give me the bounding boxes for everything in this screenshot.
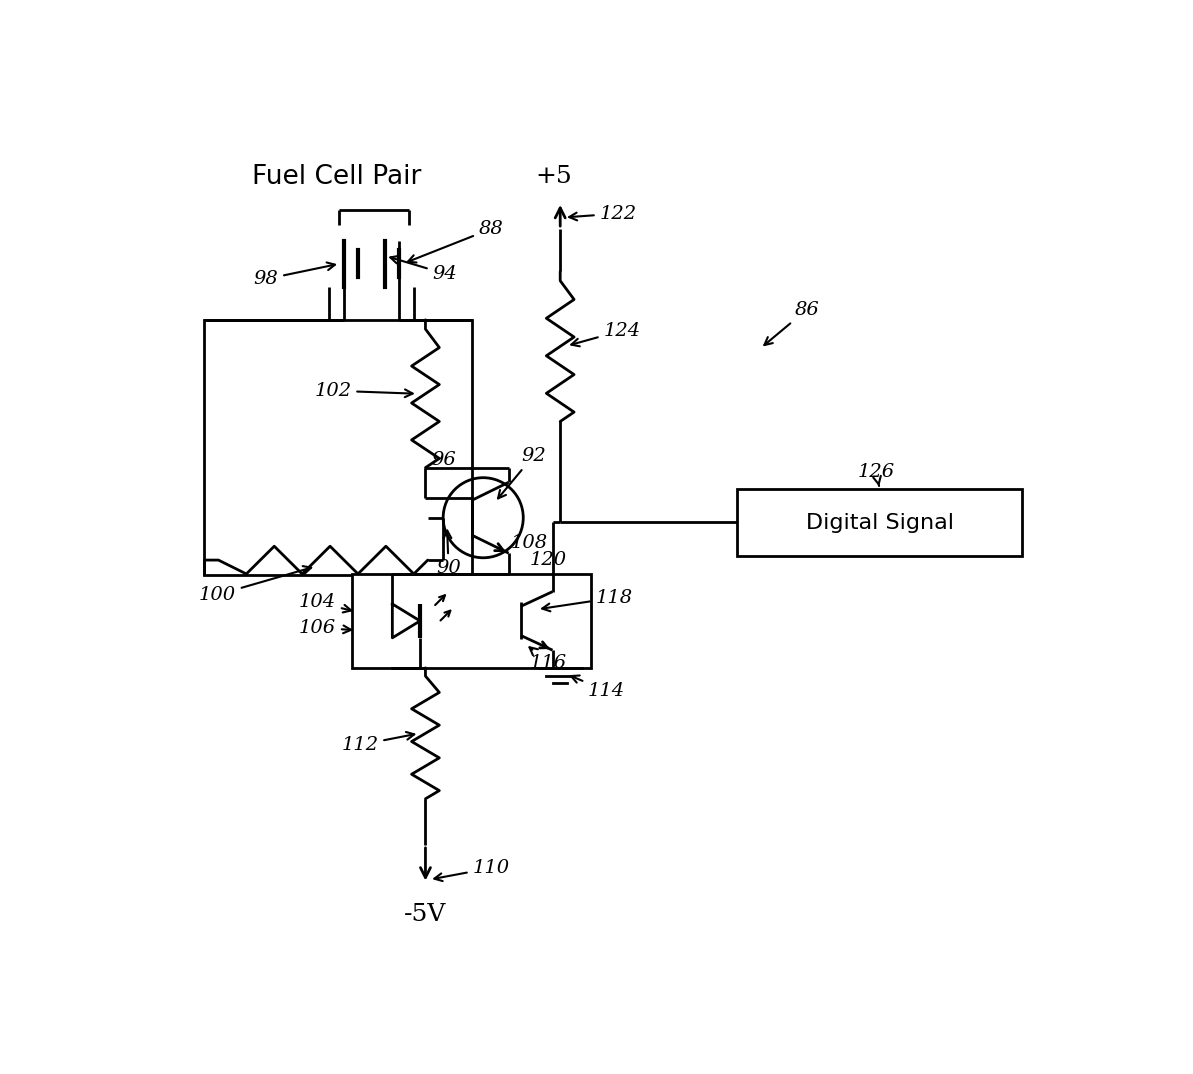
Text: Digital Signal: Digital Signal xyxy=(805,512,953,533)
Text: 86: 86 xyxy=(765,301,818,345)
Bar xyxy=(737,490,1022,556)
Text: 96: 96 xyxy=(432,451,457,469)
Text: +5: +5 xyxy=(536,165,573,188)
Text: 102: 102 xyxy=(315,381,413,400)
Text: 100: 100 xyxy=(199,566,311,604)
Text: 112: 112 xyxy=(341,732,414,754)
Text: 110: 110 xyxy=(434,859,509,881)
Bar xyxy=(352,574,591,668)
Text: 106: 106 xyxy=(299,619,351,637)
Bar xyxy=(204,320,471,576)
Text: 94: 94 xyxy=(390,256,457,282)
Text: 122: 122 xyxy=(569,204,637,222)
Text: 126: 126 xyxy=(858,463,895,487)
Text: 90: 90 xyxy=(437,531,460,577)
Text: 104: 104 xyxy=(299,594,351,612)
Text: 114: 114 xyxy=(571,676,625,700)
Text: 88: 88 xyxy=(408,220,503,262)
Text: 92: 92 xyxy=(497,447,545,498)
Text: 98: 98 xyxy=(254,262,335,288)
Text: 118: 118 xyxy=(542,589,632,611)
Text: -5V: -5V xyxy=(404,903,446,926)
Text: Fuel Cell Pair: Fuel Cell Pair xyxy=(252,163,421,190)
Text: 120: 120 xyxy=(530,551,567,569)
Text: 124: 124 xyxy=(571,321,641,346)
Text: 116: 116 xyxy=(530,648,567,672)
Text: 108: 108 xyxy=(511,534,548,552)
